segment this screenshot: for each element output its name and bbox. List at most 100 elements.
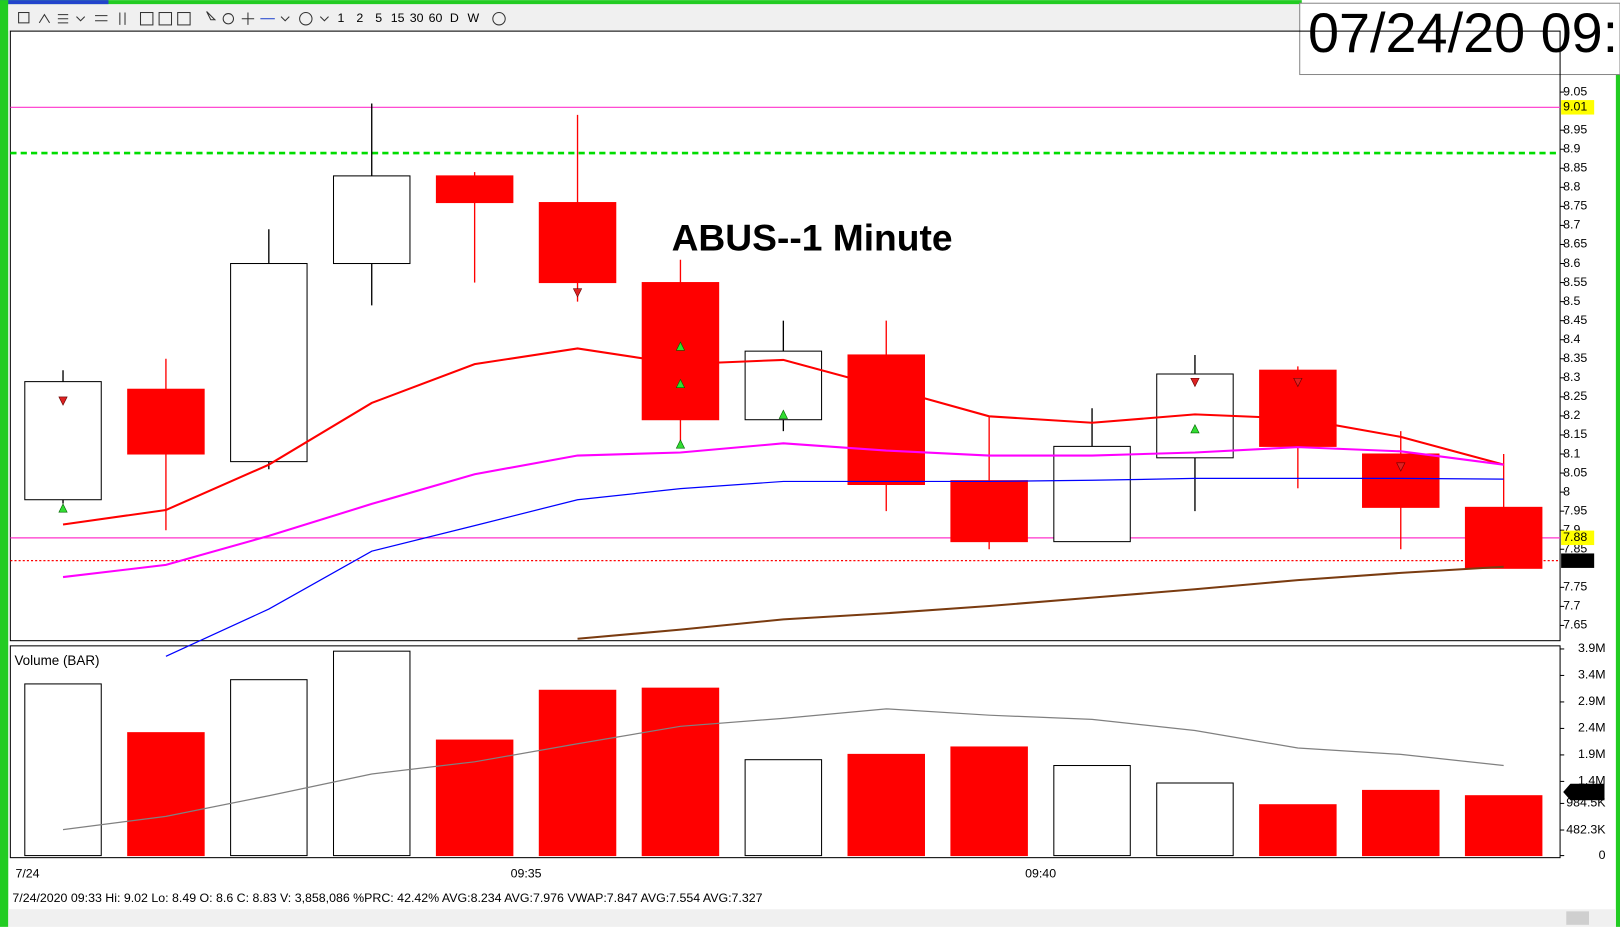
sell-signal bbox=[1396, 462, 1406, 472]
volume-bar bbox=[24, 683, 102, 857]
period-button[interactable]: 2 bbox=[356, 11, 363, 25]
volume-bar bbox=[332, 650, 411, 857]
tool-icon[interactable] bbox=[18, 12, 30, 24]
y-tick-label: 8.15 bbox=[1563, 427, 1587, 441]
buy-signal bbox=[675, 439, 686, 449]
volume-bar bbox=[1259, 804, 1337, 857]
volume-bar bbox=[641, 687, 720, 857]
candle-body bbox=[950, 480, 1028, 543]
candle-body bbox=[1362, 453, 1440, 508]
y-tick-label: 8.8 bbox=[1563, 180, 1580, 194]
y-tick-label: 8.95 bbox=[1563, 122, 1587, 136]
buy-signal bbox=[675, 378, 686, 388]
clock-box bbox=[1299, 2, 1620, 76]
right-border bbox=[1615, 74, 1620, 927]
level-label: 7.82 bbox=[1563, 553, 1587, 567]
left-border bbox=[0, 0, 9, 927]
volume-bar bbox=[1464, 795, 1543, 857]
candle-body bbox=[230, 263, 308, 463]
scroll-thumb[interactable] bbox=[1566, 911, 1590, 925]
candle-body bbox=[127, 388, 205, 455]
period-button[interactable]: 15 bbox=[391, 11, 405, 25]
volume-bar bbox=[230, 679, 308, 857]
candle-body bbox=[435, 175, 514, 204]
volume-tick-label: 0 bbox=[1599, 848, 1606, 862]
current-volume-marker bbox=[1563, 783, 1605, 801]
period-button[interactable]: 1 bbox=[337, 11, 344, 25]
ma-line bbox=[577, 565, 1504, 640]
sell-signal bbox=[1293, 377, 1303, 388]
level-marker bbox=[1561, 530, 1595, 546]
volume-bar bbox=[1156, 782, 1234, 857]
y-tick-label: 8.5 bbox=[1563, 294, 1580, 308]
volume-bar bbox=[950, 746, 1028, 857]
volume-tick-label: 482.3K bbox=[1566, 822, 1606, 836]
candle-body bbox=[641, 282, 720, 421]
period-button[interactable]: 60 bbox=[429, 11, 443, 25]
scrollbar[interactable] bbox=[8, 909, 1616, 927]
tool-icon[interactable] bbox=[38, 13, 51, 24]
level-label: 7.88 bbox=[1563, 530, 1587, 544]
period-button[interactable]: W bbox=[467, 11, 479, 25]
candle-body bbox=[744, 350, 823, 421]
candle-body bbox=[1053, 445, 1131, 543]
x-tick-label: 09:40 bbox=[1025, 866, 1056, 880]
x-tick-label: 09:35 bbox=[511, 866, 542, 880]
y-tick-label: 8.65 bbox=[1563, 237, 1587, 251]
y-tick-label: 8.9 bbox=[1563, 141, 1580, 155]
tool-icon[interactable] bbox=[76, 16, 86, 22]
ma-line bbox=[165, 477, 1504, 657]
volume-tick-label: 2.4M bbox=[1578, 721, 1606, 735]
clock: 07/24/20 09: bbox=[1308, 1, 1618, 64]
sell-signal bbox=[572, 288, 583, 298]
tool-icon[interactable] bbox=[177, 12, 191, 26]
volume-title: Volume (BAR) bbox=[14, 653, 99, 668]
tool-icon[interactable] bbox=[492, 12, 506, 26]
volume-bar bbox=[435, 739, 514, 857]
top-border-accent bbox=[0, 0, 109, 5]
y-tick-label: 8.25 bbox=[1563, 389, 1587, 403]
price-panel bbox=[9, 30, 1561, 642]
tool-icon[interactable] bbox=[158, 12, 173, 26]
candle-body bbox=[847, 354, 925, 486]
volume-tick-label: 2.9M bbox=[1578, 694, 1606, 708]
volume-avg-line bbox=[62, 708, 1504, 831]
sell-signal bbox=[1190, 377, 1200, 388]
toolbar bbox=[8, 4, 1302, 32]
tool-icon[interactable] bbox=[119, 12, 126, 25]
y-tick-label: 8.75 bbox=[1563, 199, 1587, 213]
tool-icon[interactable] bbox=[95, 15, 108, 22]
tool-icon[interactable] bbox=[57, 14, 69, 24]
tool-icon[interactable] bbox=[319, 16, 329, 22]
y-tick-label: 8.4 bbox=[1563, 332, 1580, 346]
y-tick-label: 7.95 bbox=[1563, 503, 1587, 517]
volume-tick-label: 3.9M bbox=[1578, 641, 1606, 655]
buy-signal bbox=[58, 503, 68, 513]
period-button[interactable]: D bbox=[450, 11, 459, 25]
y-tick-label: 8.55 bbox=[1563, 275, 1587, 289]
level-label: 9.01 bbox=[1563, 100, 1587, 114]
tool-icon[interactable] bbox=[206, 11, 217, 21]
tool-icon[interactable] bbox=[139, 12, 154, 26]
y-tick-label: 8.2 bbox=[1563, 408, 1580, 422]
tool-icon[interactable] bbox=[241, 12, 255, 25]
y-tick-label: 8.3 bbox=[1563, 370, 1580, 384]
x-tick-label: 7/24 bbox=[15, 866, 39, 880]
candle-body bbox=[1464, 506, 1543, 569]
tool-icon[interactable] bbox=[280, 16, 290, 22]
y-tick-label: 7.75 bbox=[1563, 580, 1587, 594]
volume-tick-label: 3.4M bbox=[1578, 668, 1606, 682]
y-tick-label: 7.7 bbox=[1563, 599, 1580, 613]
y-tick-label: 8.6 bbox=[1563, 256, 1580, 270]
tool-icon[interactable] bbox=[299, 12, 313, 26]
toolbar-icons bbox=[18, 11, 506, 26]
tool-icon[interactable] bbox=[222, 13, 235, 25]
volume-bar bbox=[1362, 789, 1440, 857]
volume-bar bbox=[538, 689, 617, 857]
period-button[interactable]: 30 bbox=[410, 11, 424, 25]
candle-body bbox=[538, 202, 617, 284]
y-tick-label: 7.65 bbox=[1563, 618, 1587, 632]
period-button[interactable]: 5 bbox=[375, 11, 382, 25]
